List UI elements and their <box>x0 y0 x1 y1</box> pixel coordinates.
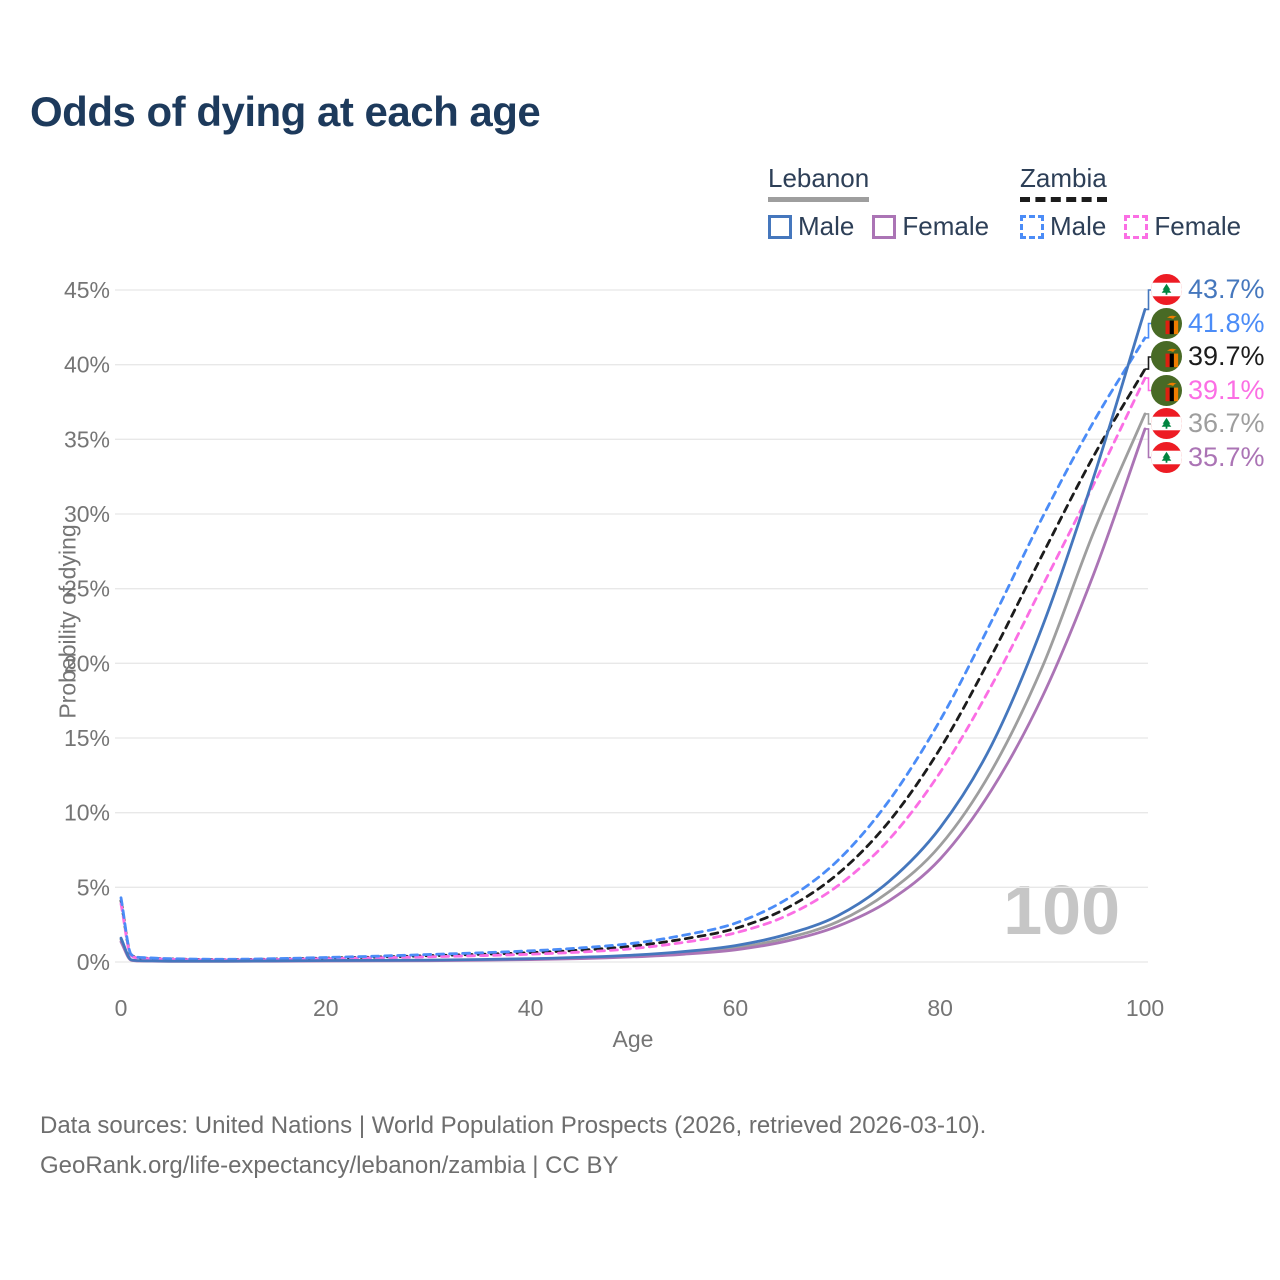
page-title: Odds of dying at each age <box>30 88 541 135</box>
legend-label-lebanon-male: Male <box>798 211 855 241</box>
leader-line-lebanon-female <box>1145 428 1153 459</box>
x-axis-title: Age <box>612 1026 654 1052</box>
leader-line-lebanon-avg <box>1145 413 1153 425</box>
x-tick-label: 80 <box>927 995 953 1021</box>
y-tick-label: 0% <box>77 949 110 975</box>
series-line-zambia-avg <box>119 367 1147 962</box>
flag-icon-zambia <box>1151 341 1182 372</box>
end-value-label: 35.7% <box>1188 441 1265 472</box>
flag-icon-lebanon <box>1151 442 1182 473</box>
x-tick-label: 0 <box>115 995 128 1021</box>
leader-line-zambia-avg <box>1145 356 1153 370</box>
end-value-label: 39.7% <box>1188 341 1265 371</box>
series-line-lebanon-female <box>119 427 1147 963</box>
leader-line-zambia-female <box>1145 377 1153 392</box>
end-label-zambia-female: 39.1% <box>1151 374 1265 406</box>
legend-header-lebanon: Lebanon <box>768 163 870 202</box>
footer: Data sources: United Nations | World Pop… <box>40 1106 986 1186</box>
flag-icon-lebanon <box>1151 274 1182 305</box>
legend-item-zambia-female[interactable]: Female <box>1124 211 1241 242</box>
end-label-zambia-avg: 39.7% <box>1151 341 1265 372</box>
legend-item-lebanon-female[interactable]: Female <box>872 211 989 242</box>
y-tick-label: 40% <box>64 352 110 378</box>
end-value-label: 41.8% <box>1188 307 1265 338</box>
grid-layer <box>115 289 1148 963</box>
y-tick-label: 35% <box>64 426 110 452</box>
series-layer <box>119 308 1147 963</box>
footer-attribution-line: GeoRank.org/life-expectancy/lebanon/zamb… <box>40 1152 619 1179</box>
legend-header-zambia: Zambia <box>1020 163 1107 202</box>
end-label-lebanon-female: 35.7% <box>1151 441 1265 473</box>
legend-swatch-lebanon-male <box>768 214 792 239</box>
y-tick-label: 30% <box>64 501 110 527</box>
leader-line-lebanon-male <box>1145 289 1153 311</box>
legend-group-zambia: Zambia Male Female <box>1020 163 1241 242</box>
leader-layer <box>1145 289 1153 459</box>
legend-label-zambia-female: Female <box>1154 211 1242 241</box>
y-tick-label: 20% <box>64 650 110 676</box>
y-tick-label: 25% <box>64 576 110 602</box>
flag-icon-zambia <box>1151 308 1182 339</box>
x-tick-label: 60 <box>723 995 749 1021</box>
flag-icon-lebanon <box>1151 408 1182 439</box>
age-watermark: 100 <box>1003 871 1120 949</box>
end-value-label: 39.1% <box>1188 374 1265 405</box>
end-label-lebanon-male: 43.7% <box>1151 274 1265 305</box>
end-label-zambia-male: 41.8% <box>1151 307 1265 339</box>
legend-item-lebanon-male[interactable]: Male <box>768 211 854 242</box>
y-tick-label: 45% <box>64 277 110 303</box>
series-line-lebanon-avg <box>119 412 1147 963</box>
y-tick-label: 15% <box>64 725 110 751</box>
tick-layer: 0% 5% 10% 15% 20% 25% 30% 35% 40% 45% 0 20 40 60 80 100 <box>64 277 1164 1021</box>
flag-icon-zambia <box>1151 375 1182 406</box>
x-tick-label: 40 <box>518 995 544 1021</box>
legend-label-lebanon-female: Female <box>902 211 990 241</box>
end-value-label: 43.7% <box>1188 274 1265 304</box>
x-tick-label: 20 <box>313 995 339 1021</box>
legend-row-zambia: Male Female <box>1020 211 1241 242</box>
legend-item-zambia-male[interactable]: Male <box>1020 211 1106 242</box>
legend-label-zambia-male: Male <box>1050 211 1107 241</box>
footer-source-line: Data sources: United Nations | World Pop… <box>40 1112 987 1139</box>
series-line-zambia-male <box>119 336 1147 961</box>
legend-row-lebanon: Male Female <box>768 211 989 242</box>
legend-group-lebanon: Lebanon Male Female <box>768 163 989 242</box>
y-tick-label: 10% <box>64 800 110 826</box>
end-label-lebanon-avg: 36.7% <box>1151 408 1265 439</box>
x-tick-label: 100 <box>1126 995 1164 1021</box>
leader-line-zambia-male <box>1145 322 1153 339</box>
series-line-zambia-female <box>119 376 1147 962</box>
y-tick-label: 5% <box>77 874 110 900</box>
legend-swatch-zambia-male <box>1020 214 1044 239</box>
legend-swatch-zambia-female <box>1124 214 1149 239</box>
series-line-lebanon-male <box>119 308 1147 963</box>
legend-swatch-lebanon-female <box>872 214 897 239</box>
end-value-label: 36.7% <box>1188 408 1265 438</box>
